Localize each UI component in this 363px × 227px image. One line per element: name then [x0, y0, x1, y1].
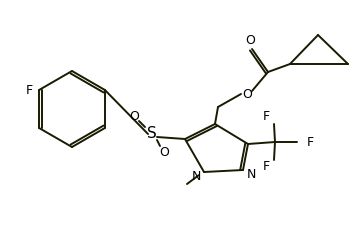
- Text: O: O: [129, 109, 139, 123]
- Text: N: N: [246, 168, 256, 182]
- Text: F: F: [262, 111, 270, 123]
- Text: O: O: [242, 87, 252, 101]
- Text: F: F: [25, 84, 33, 96]
- Text: N: N: [191, 170, 201, 183]
- Text: S: S: [147, 126, 157, 141]
- Text: O: O: [159, 146, 169, 158]
- Text: F: F: [262, 160, 270, 173]
- Text: F: F: [306, 136, 314, 148]
- Text: O: O: [245, 35, 255, 47]
